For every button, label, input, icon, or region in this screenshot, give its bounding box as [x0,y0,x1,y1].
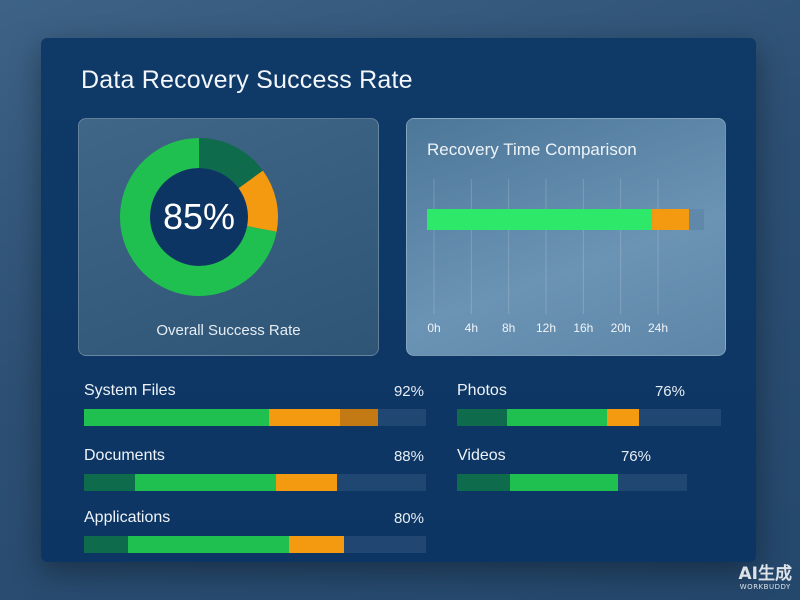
category-bar-segment-2 [607,409,640,426]
donut-slice-1 [238,170,278,232]
x-tick-label: 0h [427,321,440,335]
x-tick-label: 20h [611,321,631,335]
watermark-sub: WORKBUDDY [739,583,791,591]
donut-slice-0 [198,138,263,189]
category-percent: 88% [393,448,424,465]
category-bar-segment-0 [457,409,508,426]
recovery-time-panel: Recovery Time Comparison 0h 4h 8h 12h 16h 20h… [406,118,726,356]
watermark: AI生成 WORKBUDDY [739,566,792,592]
category-percent: 80% [393,510,424,527]
recovery-bar-segment-1 [652,209,689,230]
category-name: Documents [84,447,165,464]
recovery-time-chart: 0h 4h 8h 12h 16h 20h 24h [427,179,704,335]
category-bar-segment-1 [507,409,608,426]
category-bar-segment-1 [509,474,618,491]
x-tick-label: 16h [573,321,593,335]
donut-chart [120,138,278,296]
category-system-files: System Files 92% [84,382,466,430]
x-tick-label: 4h [465,321,478,335]
category-bar-track [457,474,687,491]
dashboard-card: Data Recovery Success Rate 85% Overall S… [41,38,756,562]
category-bar-segment-1 [135,474,276,491]
recovery-bar-segment-0 [427,209,653,230]
category-bar-segment-2 [289,536,344,553]
x-tick-label: 8h [502,321,515,335]
category-percent: 92% [393,383,424,400]
x-tick-label: 12h [536,321,556,335]
category-bar-track [84,474,426,491]
overall-success-panel: 85% Overall Success Rate [78,118,379,356]
category-bar-segment-1 [268,409,341,426]
category-name: System Files [84,382,176,399]
category-percent: 76% [620,448,651,465]
category-bar-segment-0 [457,474,510,491]
donut-caption: Overall Success Rate [156,322,301,339]
category-documents: Documents 88% [84,447,466,495]
category-name: Applications [84,509,171,526]
category-bar-track [84,409,426,426]
recovery-time-title: Recovery Time Comparison [427,140,637,159]
category-bar-segment-0 [84,474,136,491]
category-bar-segment-0 [84,409,269,426]
donut-hole [150,168,248,266]
category-bar-segment-1 [128,536,290,553]
category-videos: Videos 76% [457,447,727,495]
watermark-main: AI生成 [738,564,792,584]
x-tick-label: 24h [648,321,668,335]
category-photos: Photos 76% [457,382,761,430]
category-bar-segment-2 [340,409,379,426]
category-bar-track [457,409,721,426]
page-title: Data Recovery Success Rate [81,66,413,94]
category-applications: Applications 80% [84,509,466,557]
category-name: Videos [457,447,506,464]
donut-slice-2 [120,138,277,296]
category-percent: 76% [654,383,685,400]
category-name: Photos [457,382,507,399]
recovery-bar-segment-2 [688,209,704,230]
category-bar-segment-0 [84,536,129,553]
category-bar-track [84,536,426,553]
category-bar-segment-2 [275,474,338,491]
donut-center-value: 85% [162,196,236,237]
